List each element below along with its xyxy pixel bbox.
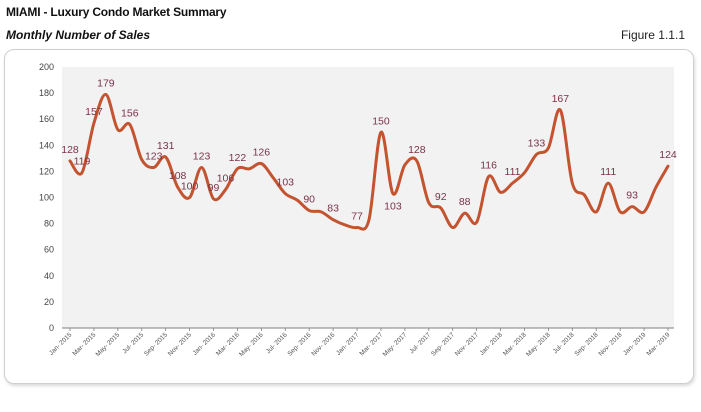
x-tick-label: Sep- 2017	[430, 331, 456, 357]
x-tick-label: Nov- 2015	[167, 331, 193, 357]
x-tick-label: Jul- 2016	[265, 331, 289, 355]
y-tick-label: 100	[39, 193, 54, 203]
data-label: 128	[408, 144, 426, 156]
x-tick-label: May- 2016	[238, 331, 265, 358]
x-tick-label: Nov- 2016	[310, 331, 336, 357]
data-label: 123	[145, 150, 163, 162]
x-tick-label: Jan- 2019	[622, 331, 648, 357]
data-label: 167	[552, 93, 570, 105]
y-tick-label: 160	[39, 114, 54, 124]
x-tick-label: May- 2015	[95, 331, 122, 358]
data-label: 103	[384, 201, 402, 213]
data-label: 111	[505, 166, 521, 178]
y-tick-label: 120	[39, 166, 54, 176]
data-label: 90	[303, 194, 315, 206]
data-label: 88	[459, 196, 471, 208]
x-tick-label: Jan- 2017	[335, 331, 361, 357]
data-label: 157	[85, 106, 103, 118]
data-label: 83	[327, 203, 339, 215]
chart-subtitle: Monthly Number of Sales	[6, 28, 151, 42]
x-tick-label: May- 2017	[382, 331, 409, 358]
data-label: 103	[277, 177, 295, 189]
x-tick-label: Jan- 2015	[48, 331, 74, 357]
y-tick-label: 80	[44, 219, 54, 229]
data-label: 77	[351, 211, 363, 223]
data-label: 116	[480, 160, 497, 172]
data-label: 128	[61, 144, 79, 156]
y-tick-label: 20	[44, 297, 54, 307]
y-tick-label: 60	[44, 245, 54, 255]
x-tick-label: May- 2018	[525, 331, 552, 358]
plot-area	[62, 67, 674, 328]
data-label: 150	[372, 115, 390, 127]
y-tick-label: 180	[39, 88, 54, 98]
sales-line	[68, 92, 670, 231]
data-label: 123	[193, 150, 211, 162]
x-tick-label: Jul- 2015	[121, 331, 145, 355]
data-label: 108	[169, 170, 187, 182]
x-tick-label: Sep- 2015	[143, 331, 169, 357]
data-label: 131	[157, 140, 175, 152]
data-label: 106	[217, 173, 235, 185]
x-tick-label: Mar- 2019	[646, 331, 672, 357]
x-tick-label: Jan- 2018	[479, 331, 505, 357]
data-label: 111	[600, 166, 616, 178]
y-tick-label: 0	[49, 323, 54, 333]
x-tick-label: Nov- 2017	[454, 331, 480, 357]
data-label: 156	[121, 107, 139, 119]
data-label: 92	[435, 191, 447, 203]
data-label: 100	[181, 181, 199, 193]
x-tick-label: Jul- 2017	[408, 331, 432, 355]
data-label: 124	[659, 149, 677, 161]
x-tick-label: Jul- 2018	[552, 331, 576, 355]
y-tick-label: 140	[39, 140, 54, 150]
data-label: 126	[253, 147, 271, 159]
y-tick-label: 200	[39, 62, 54, 72]
chart-frame	[4, 49, 694, 384]
data-label: 93	[626, 190, 638, 202]
data-label: 133	[528, 137, 546, 149]
data-label: 122	[229, 152, 247, 164]
x-tick-label: Sep- 2018	[573, 331, 599, 357]
x-tick-label: Nov- 2018	[597, 331, 623, 357]
data-label: 179	[97, 77, 115, 89]
data-label: 119	[74, 156, 91, 168]
x-tick-label: Jan- 2016	[192, 331, 218, 357]
figure-number: Figure 1.1.1	[620, 28, 685, 42]
data-label: 99	[208, 182, 220, 194]
y-tick-label: 40	[44, 271, 54, 281]
x-tick-label: Sep- 2016	[286, 331, 312, 357]
report-title: MIAMI - Luxury Condo Market Summary	[6, 5, 227, 19]
